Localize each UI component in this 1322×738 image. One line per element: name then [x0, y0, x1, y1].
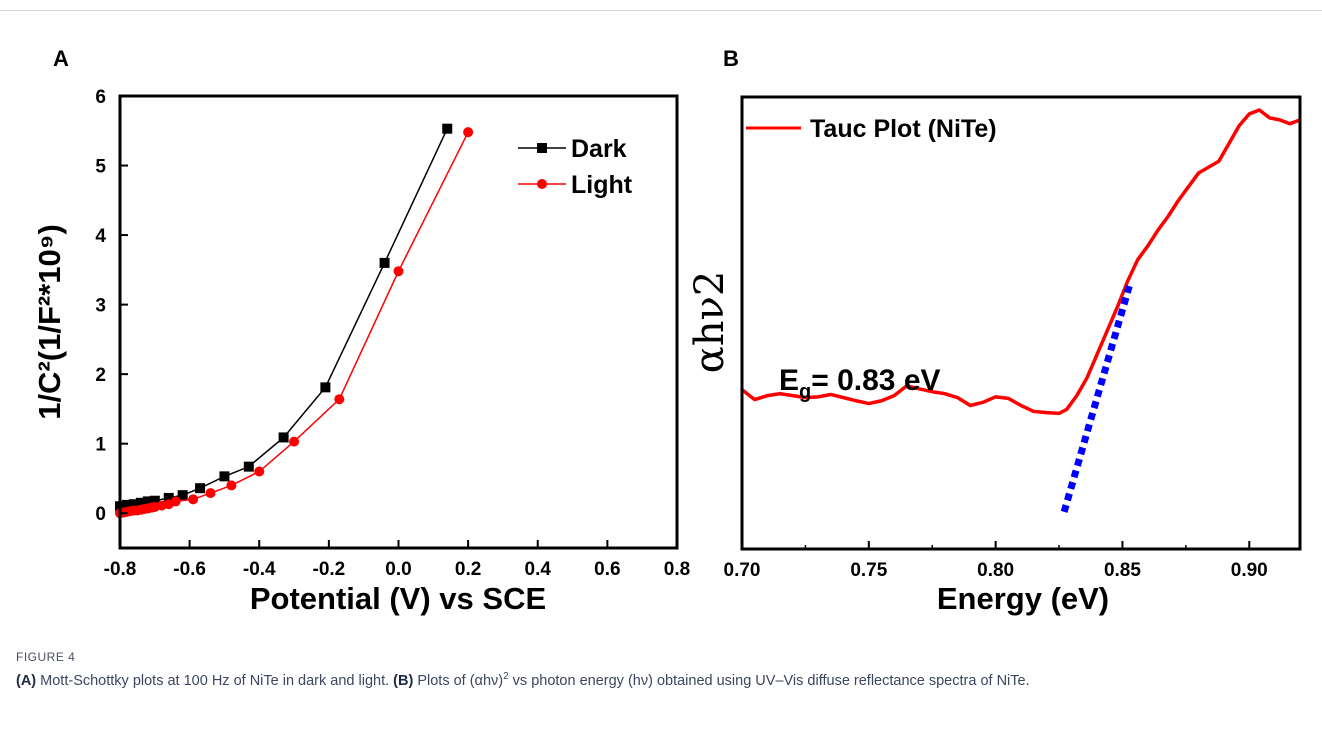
panel-a-y-axis-label: 1/C²(1/F²*10⁹): [32, 224, 67, 420]
b-linear-fit-line: [1060, 282, 1134, 513]
a-point-light: [289, 436, 300, 447]
a-point-light: [205, 488, 216, 499]
b-x-tick-label: 0.90: [1231, 560, 1268, 581]
a-point-dark: [121, 499, 132, 510]
caption-text-b2: vs photon energy (hν) obtained using UV–…: [508, 672, 1030, 689]
figure-canvas: A B -0.8 -0.6 -0.4 -0.2 0.0 0.2 0.4 0.6 0.801234…: [32, 46, 1302, 616]
a-point-dark: [442, 123, 453, 134]
top-divider: [0, 10, 1322, 11]
a-point-light: [393, 266, 404, 277]
a-y-tick-label: 1: [95, 435, 106, 456]
a-x-tick-label: 0.2: [455, 559, 481, 580]
panel-a-ticks: -0.8 -0.6 -0.4 -0.2 0.0 0.2 0.4 0.6 0.8 0 1 2 3 4 5 6: [95, 87, 690, 580]
a-point-dark: [243, 461, 254, 472]
a-series-line-light: [119, 131, 469, 514]
a-point-dark: [177, 490, 188, 501]
a-point-dark: [142, 496, 153, 507]
legend-dark-marker: [537, 143, 547, 153]
a-point-dark: [320, 382, 331, 393]
b-tauc-curve: [740, 108, 1301, 416]
legend-dark-label: Dark: [571, 135, 627, 163]
panel-b-x-axis-label: Energy (eV): [937, 581, 1109, 616]
panel-b-series: [740, 108, 1301, 513]
b-x-tick-label: 0.70: [724, 560, 761, 581]
caption-text-b1: Plots of (αhν): [413, 672, 504, 689]
a-y-tick-label: 6: [95, 87, 106, 108]
a-point-dark: [195, 483, 206, 494]
a-x-tick-label: 0.8: [664, 559, 690, 580]
a-point-light: [463, 127, 474, 138]
a-y-tick-label: 0: [95, 504, 106, 525]
a-x-tick-label: 0.4: [525, 559, 552, 580]
band-gap-annotation: Eg= 0.83 eV: [779, 364, 941, 403]
panel-a-x-axis-label: Potential (V) vs SCE: [250, 581, 546, 616]
figure-caption: FIGURE 4 (A) Mott-Schottky plots at 100 …: [16, 650, 1306, 691]
a-point-dark: [219, 471, 230, 482]
panel-b-chart: 0.70 0.75 0.80 0.85 0.90 Energy (eV) αhν2 Ta…: [687, 95, 1302, 616]
panel-b-letter: B: [723, 46, 739, 71]
a-point-light: [226, 480, 237, 491]
panel-b-frame: [740, 95, 1302, 551]
a-x-tick-label: -0.2: [313, 559, 346, 580]
caption-sup: 2: [503, 671, 509, 682]
a-point-dark: [128, 499, 139, 510]
legend-tauc-label: Tauc Plot (NiTe): [810, 115, 997, 143]
a-point-dark: [163, 492, 174, 503]
band-gap-subscript: g: [799, 381, 811, 403]
a-x-tick-label: 0.6: [594, 559, 620, 580]
caption-ref-b: (B): [393, 672, 414, 689]
panel-a-series: [115, 123, 474, 519]
panel-a-frame: [118, 94, 679, 550]
a-x-tick-label: -0.6: [173, 559, 206, 580]
panel-a-letter: A: [53, 46, 69, 71]
legend-light-label: Light: [571, 171, 633, 199]
caption-ref-a: (A): [16, 672, 37, 689]
a-x-tick-label: 0.0: [385, 559, 411, 580]
a-point-dark: [379, 257, 390, 268]
a-point-light: [188, 494, 199, 505]
a-point-light: [254, 466, 265, 477]
b-x-tick-label: 0.75: [850, 560, 887, 581]
band-gap-value: = 0.83 eV: [811, 364, 940, 397]
a-y-tick-label: 4: [95, 226, 106, 247]
panel-b-legend: Tauc Plot (NiTe): [746, 115, 997, 143]
b-x-tick-label: 0.80: [977, 560, 1014, 581]
a-x-tick-label: -0.8: [104, 559, 137, 580]
panel-a-chart: -0.8 -0.6 -0.4 -0.2 0.0 0.2 0.4 0.6 0.8 0 1 2 3 4 5 6 P…: [32, 87, 690, 616]
a-point-dark: [278, 432, 289, 443]
a-point-light: [170, 496, 181, 507]
band-gap-e: E: [779, 364, 799, 397]
legend-light-marker: [537, 179, 547, 189]
caption-text: (A) Mott-Schottky plots at 100 Hz of NiT…: [16, 667, 1306, 691]
caption-label: FIGURE 4: [16, 650, 76, 664]
a-y-tick-label: 2: [95, 365, 106, 386]
panel-b-y-axis-label: αhν2: [687, 271, 733, 374]
a-y-tick-label: 3: [95, 296, 106, 317]
a-point-light: [334, 394, 345, 405]
a-point-dark: [149, 495, 160, 506]
a-x-tick-label: -0.4: [243, 559, 276, 580]
a-point-dark: [135, 497, 146, 508]
panel-a-legend: Dark Light: [518, 135, 633, 199]
b-x-tick-label: 0.85: [1104, 560, 1141, 581]
a-y-tick-label: 5: [95, 157, 106, 178]
panel-b-ticks: 0.70 0.75 0.80 0.85 0.90: [724, 541, 1268, 581]
caption-text-a: Mott-Schottky plots at 100 Hz of NiTe in…: [36, 672, 394, 689]
